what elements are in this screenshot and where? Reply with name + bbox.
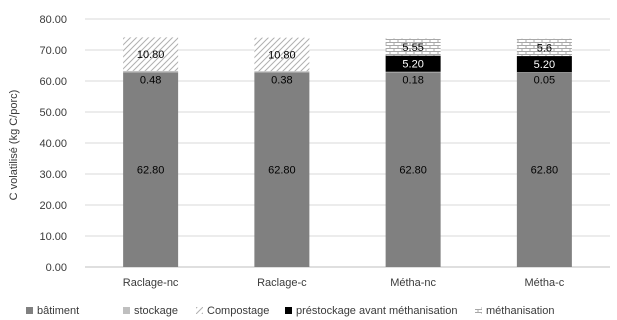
bar-segment <box>385 38 441 56</box>
legend-label: stockage <box>134 305 178 317</box>
x-category-label: Raclage-nc <box>123 277 179 289</box>
bar-segment <box>516 38 572 57</box>
data-label: 62.80 <box>399 165 427 177</box>
legend-label: Compostage <box>207 305 269 317</box>
bar-segment <box>254 71 310 73</box>
y-tick-label: 20.00 <box>39 200 67 212</box>
bar-segment <box>123 37 179 71</box>
data-label: 5.55 <box>402 42 423 54</box>
bar-segment <box>123 72 179 267</box>
data-label: 10.80 <box>137 49 165 61</box>
bar-segment <box>516 72 572 267</box>
legend-label: méthanisation <box>486 305 555 317</box>
legend-swatch <box>285 307 292 314</box>
bars <box>123 37 572 267</box>
bar-segment <box>516 72 572 73</box>
data-label: 0.48 <box>140 74 161 86</box>
bar-segment <box>385 71 441 73</box>
y-tick-label: 80.00 <box>39 14 67 26</box>
bar-segment <box>123 70 179 73</box>
data-label: 5.6 <box>537 42 552 54</box>
data-labels: 62.80 0.48 10.80 62.80 0.38 10.80 62.80 0.18 5.2… <box>137 42 558 177</box>
legend-swatch <box>475 307 482 314</box>
data-label: 10.80 <box>268 49 296 61</box>
bar-segment <box>254 37 310 72</box>
x-category-label: Métha-c <box>525 277 565 289</box>
data-label: 62.80 <box>531 165 559 177</box>
legend-label: bâtiment <box>37 305 79 317</box>
data-label: 5.20 <box>402 59 423 71</box>
y-tick-label: 50.00 <box>39 107 67 119</box>
y-tick-label: 40.00 <box>39 138 67 150</box>
legend: bâtiment stockage Compostage préstockage av… <box>26 305 555 317</box>
bar-segment <box>254 72 310 267</box>
data-label: 0.18 <box>402 74 423 86</box>
data-label: 62.80 <box>268 165 296 177</box>
legend-swatch <box>26 307 33 314</box>
y-tick-label: 60.00 <box>39 76 67 88</box>
y-tick-label: 30.00 <box>39 169 67 181</box>
legend-label: préstockage avant méthanisation <box>296 305 457 317</box>
y-tick-label: 0.00 <box>46 262 67 274</box>
y-tick-label: 10.00 <box>39 231 67 243</box>
data-label: 5.20 <box>534 59 555 71</box>
data-label: 62.80 <box>137 165 165 177</box>
legend-swatch <box>123 307 130 314</box>
bar-segment <box>385 72 441 267</box>
y-axis-ticks: 0.00 10.00 20.00 30.00 40.00 50.00 60.00 70.00 8… <box>39 14 67 274</box>
x-category-label: Métha-nc <box>390 277 436 289</box>
bar-segment <box>516 56 572 73</box>
x-category-label: Raclage-c <box>257 277 307 289</box>
bar-segment <box>385 55 441 72</box>
legend-swatch <box>196 307 203 314</box>
y-tick-label: 70.00 <box>39 45 67 57</box>
x-axis-categories: Raclage-nc Raclage-c Métha-nc Métha-c <box>123 277 565 289</box>
data-label: 0.05 <box>534 74 555 86</box>
data-label: 0.38 <box>271 74 292 86</box>
y-axis-title: C volatilisé (kg C/porc) <box>8 90 20 201</box>
